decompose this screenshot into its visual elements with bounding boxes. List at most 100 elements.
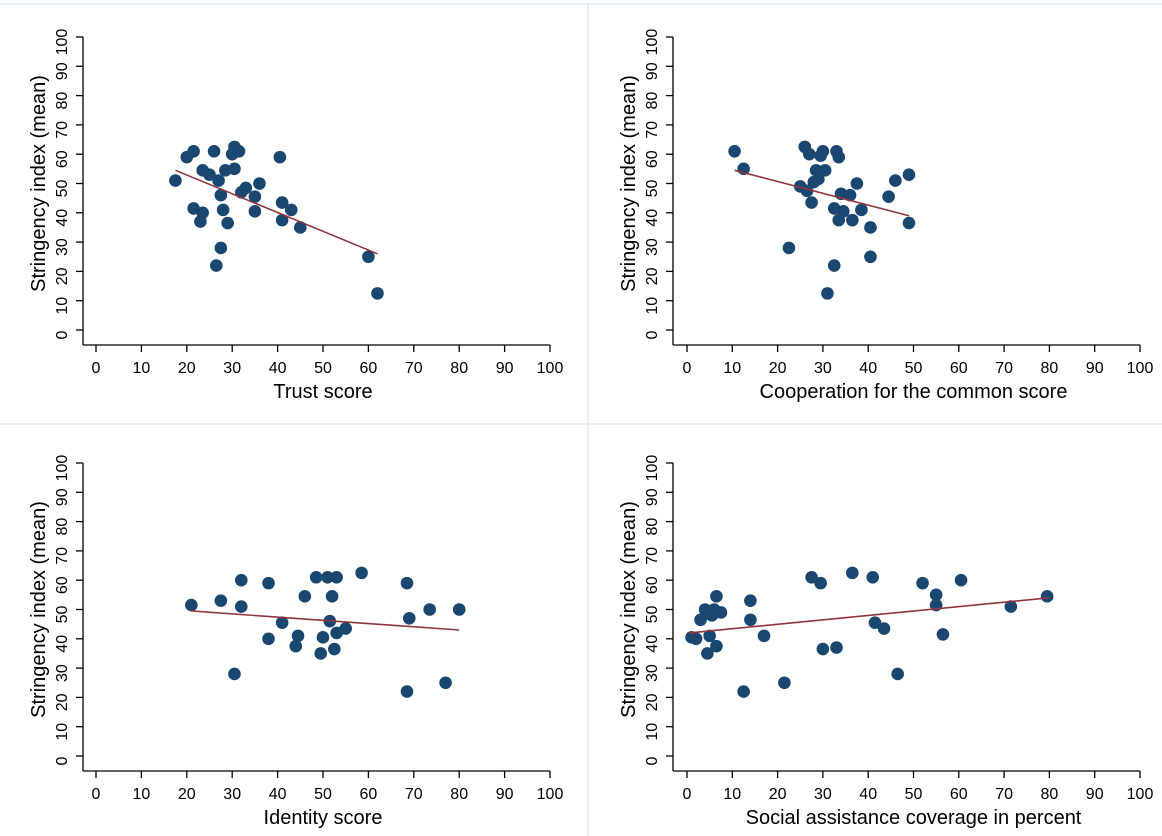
x-tick-label: 90 [496, 360, 514, 377]
scatter-point [275, 196, 289, 209]
y-tick-label: 100 [54, 29, 71, 56]
y-tick-label: 100 [644, 455, 661, 482]
scatter-point [866, 570, 880, 584]
y-tick-label: 70 [54, 121, 71, 139]
scatter-point [402, 611, 416, 625]
y-tick-label: 80 [54, 92, 71, 110]
scatter-point [400, 576, 414, 590]
y-tick-label: 0 [644, 756, 661, 765]
scatter-point [836, 205, 850, 218]
scatter-point [1004, 600, 1018, 613]
x-tick-label: 0 [92, 360, 101, 377]
scatter-point [228, 667, 241, 681]
scatter-point [728, 144, 741, 158]
x-tick-label: 80 [450, 786, 468, 803]
y-tick-label: 50 [54, 180, 71, 198]
scatter-point [294, 221, 307, 234]
y-tick-label: 80 [54, 518, 71, 536]
x-tick-label: 50 [314, 786, 332, 803]
scatter-point [339, 622, 353, 635]
y-tick-label: 50 [54, 606, 71, 624]
scatter-point [273, 150, 287, 164]
x-tick-label: 40 [269, 360, 287, 377]
scatter-point [846, 213, 859, 227]
scatter-point [929, 588, 943, 602]
scatter-point [805, 196, 818, 209]
x-tick-label: 80 [450, 360, 468, 377]
scatter-point [309, 570, 323, 584]
scatter-point [452, 603, 466, 616]
scatter-panel-cooperation: 0 10 20 30 40 50 60 70 80 90 100 0 10 20 30 40 50 60 70 80 9… [618, 29, 1153, 403]
y-tick-label: 0 [54, 756, 71, 765]
scatter-point [689, 632, 703, 646]
scatter-point [877, 622, 891, 635]
scatter-point [827, 259, 841, 272]
scatter-point [832, 150, 846, 164]
y-tick-label: 60 [644, 150, 661, 168]
scatter-point [248, 190, 262, 203]
scatter-point [782, 241, 796, 255]
x-tick-label: 60 [360, 786, 378, 803]
x-tick-label: 60 [360, 360, 378, 377]
panel-borders [0, 3, 1162, 836]
x-tick-label: 100 [1127, 360, 1154, 377]
scatter-point [816, 642, 830, 656]
scatter-point [757, 629, 771, 643]
x-axis-title: Identity score [264, 807, 383, 829]
fit-line [689, 596, 1050, 634]
scatter-point [291, 629, 305, 643]
x-tick-label: 40 [269, 786, 287, 803]
y-tick-label: 10 [644, 297, 661, 315]
scatter-point [803, 147, 816, 161]
scatter-point [321, 570, 334, 584]
x-axis-title: Cooperation for the common score [760, 381, 1068, 403]
scatter-point [314, 647, 328, 660]
scatter-point [710, 639, 723, 653]
scatter-point [737, 685, 750, 698]
scatter-panel-social-assistance: 0 10 20 30 40 50 60 70 80 90 100 0 10 20 30 40 50 60 70 80 9… [618, 455, 1153, 829]
scatter-point [818, 164, 832, 177]
y-tick-label: 60 [54, 576, 71, 594]
x-tick-label: 0 [92, 786, 101, 803]
scatter-point [744, 594, 757, 608]
scatter-point [703, 629, 716, 643]
x-tick-label: 30 [223, 360, 241, 377]
x-tick-label: 50 [314, 360, 332, 377]
x-tick-label: 10 [723, 360, 741, 377]
fit-line [734, 169, 910, 217]
scatter-point [936, 628, 950, 641]
scatter-point [214, 241, 228, 255]
scatter-point [328, 642, 341, 656]
scatter-point [185, 598, 198, 612]
scatter-point [864, 250, 877, 264]
scatter-point [207, 144, 221, 158]
scatter-point [864, 221, 877, 234]
x-tick-label: 70 [405, 360, 423, 377]
fit-line [175, 169, 378, 255]
scatter-point [289, 639, 303, 653]
y-tick-label: 90 [54, 488, 71, 506]
scatter-point [214, 188, 228, 202]
y-tick-label: 70 [644, 121, 661, 139]
scatter-point [814, 576, 827, 590]
y-tick-label: 30 [54, 238, 71, 256]
x-tick-label: 50 [905, 360, 923, 377]
scatter-point [212, 174, 225, 187]
scatter-point [850, 177, 864, 190]
y-tick-label: 50 [644, 180, 661, 198]
x-tick-label: 90 [1086, 786, 1104, 803]
x-tick-label: 50 [905, 786, 923, 803]
scatter-point [830, 641, 843, 654]
y-tick-label: 40 [54, 635, 71, 653]
x-tick-label: 10 [133, 786, 151, 803]
x-tick-label: 60 [950, 786, 968, 803]
scatter-point [316, 631, 330, 644]
y-tick-label: 10 [54, 723, 71, 741]
x-tick-label: 20 [178, 360, 196, 377]
scatter-point [439, 676, 452, 690]
y-tick-label: 20 [54, 693, 71, 711]
x-tick-label: 20 [769, 360, 787, 377]
scatter-panel-identity: 0 10 20 30 40 50 60 70 80 90 100 0 10 20 30 40 50 60 70 80 9… [28, 455, 563, 829]
scatter-point [902, 216, 916, 230]
